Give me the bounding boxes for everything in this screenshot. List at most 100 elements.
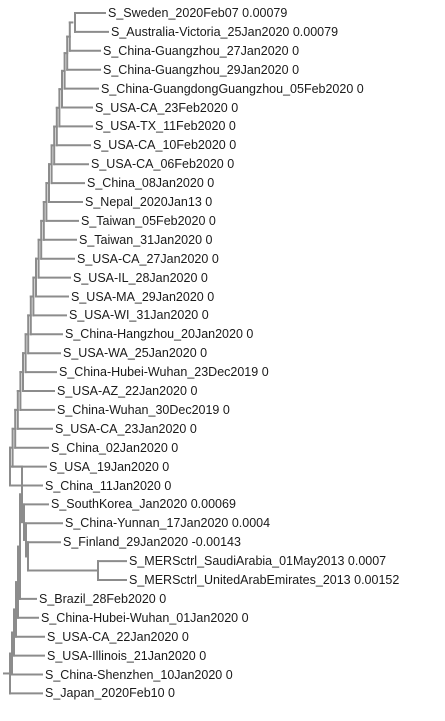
leaf-label: S_USA-WI_31Jan2020 0 bbox=[69, 308, 209, 322]
leaf-name: S_MERSctrl_SaudiArabia_01May2013 bbox=[129, 554, 345, 569]
leaf-value: 0.0004 bbox=[231, 516, 271, 531]
leaf-name: S_China-Shenzhen_10Jan2020 bbox=[45, 667, 223, 682]
leaf-label: S_USA-IL_28Jan2020 0 bbox=[73, 271, 208, 285]
leaf-label: S_Finland_29Jan2020 -0.00143 bbox=[63, 535, 241, 549]
leaf-name: S_USA-MA_29Jan2020 bbox=[71, 289, 204, 304]
leaf-value: 0.00079 bbox=[292, 24, 339, 39]
leaf-label: S_China_02Jan2020 0 bbox=[51, 441, 178, 455]
leaf-value: 0 bbox=[199, 648, 207, 663]
leaf-label: S_USA-TX_11Feb2020 0 bbox=[95, 119, 236, 133]
leaf-name: S_USA_19Jan2020 bbox=[49, 459, 159, 474]
leaf-name: S_USA-CA_22Jan2020 bbox=[47, 629, 179, 644]
leaf-value: 0.00079 bbox=[242, 6, 288, 20]
leaf-value: 0 bbox=[200, 270, 208, 285]
leaf-name: S_China-Hubei-Wuhan_23Dec2019 bbox=[59, 365, 259, 380]
leaf-value: 0 bbox=[228, 119, 236, 134]
leaf-value: 0 bbox=[208, 213, 216, 228]
leaf-label: S_Japan_2020Feb10 0 bbox=[45, 686, 175, 700]
leaf-label: S_USA-CA_27Jan2020 0 bbox=[77, 252, 219, 266]
leaf-value: 0 bbox=[171, 440, 179, 455]
leaf-name: S_USA-TX_11Feb2020 bbox=[95, 119, 226, 134]
leaf-value: 0 bbox=[201, 308, 209, 323]
leaf-value: 0 bbox=[205, 232, 213, 247]
leaf-label: S_China_08Jan2020 0 bbox=[87, 176, 214, 190]
leaf-name: S_Brazil_28Feb2020 bbox=[39, 591, 156, 606]
leaf-label: S_USA-CA_23Jan2020 0 bbox=[55, 422, 197, 436]
leaf-value: 0 bbox=[207, 176, 215, 191]
leaf-label: S_USA-CA_23Feb2020 0 bbox=[95, 101, 238, 115]
leaf-value: 0.00069 bbox=[190, 497, 236, 512]
leaf-label: S_China-Hubei-Wuhan_23Dec2019 0 bbox=[59, 365, 269, 379]
leaf-value: 0.00152 bbox=[354, 573, 400, 587]
leaf-label: S_SouthKorea_Jan2020 0.00069 bbox=[51, 497, 236, 511]
leaf-value: 0 bbox=[292, 62, 300, 77]
leaf-value: 0 bbox=[356, 81, 364, 96]
leaf-label: S_USA-CA_22Jan2020 0 bbox=[47, 630, 189, 644]
leaf-label: S_USA_19Jan2020 0 bbox=[49, 460, 169, 474]
leaf-name: S_China-GuangdongGuangzhou_05Feb2020 bbox=[101, 81, 354, 96]
leaf-name: S_China-Yunnan_17Jan2020 bbox=[65, 516, 229, 531]
leaf-label: S_USA-CA_06Feb2020 0 bbox=[91, 157, 234, 171]
leaf-name: S_Sweden_2020Feb07 bbox=[108, 6, 239, 20]
leaf-label: S_Taiwan_05Feb2020 0 bbox=[81, 214, 216, 228]
leaf-value: 0 bbox=[211, 251, 219, 266]
leaf-value: -0.00143 bbox=[191, 535, 241, 550]
leaf-value: 0 bbox=[222, 402, 230, 417]
leaf-label: S_China-Guangzhou_27Jan2020 0 bbox=[103, 44, 299, 58]
leaf-name: S_China_08Jan2020 bbox=[87, 176, 204, 191]
leaf-value: 0 bbox=[241, 610, 249, 625]
leaf-value: 0 bbox=[205, 195, 213, 209]
leaf-label: S_China-Guangzhou_29Jan2020 0 bbox=[103, 63, 299, 77]
leaf-label: S_Australia-Victoria_25Jan2020 0.00079 bbox=[111, 25, 338, 39]
leaf-name: S_USA-CA_10Feb2020 bbox=[93, 138, 226, 153]
leaf-label: S_Sweden_2020Feb07 0.00079 bbox=[108, 6, 287, 20]
leaf-label: S_USA-AZ_22Jan2020 0 bbox=[57, 384, 197, 398]
leaf-label: S_Brazil_28Feb2020 0 bbox=[39, 592, 166, 606]
leaf-label: S_China_11Jan2020 0 bbox=[45, 479, 171, 493]
leaf-value: 0 bbox=[261, 365, 269, 380]
leaf-value: 0 bbox=[162, 459, 170, 474]
leaf-name: S_Finland_29Jan2020 bbox=[63, 535, 189, 550]
leaf-value: 0.0007 bbox=[347, 554, 387, 569]
leaf-name: S_Taiwan_31Jan2020 bbox=[79, 232, 203, 247]
leaf-label: S_USA-WA_25Jan2020 0 bbox=[63, 346, 207, 360]
leaf-value: 0 bbox=[227, 157, 235, 172]
leaf-name: S_Japan_2020Feb10 bbox=[45, 686, 165, 701]
leaf-value: 0 bbox=[159, 591, 167, 606]
leaf-label: S_Nepal_2020Jan13 0 bbox=[85, 195, 212, 209]
leaf-value: 0 bbox=[168, 686, 175, 701]
leaf-label: S_USA-MA_29Jan2020 0 bbox=[71, 290, 214, 304]
leaf-name: S_China_02Jan2020 bbox=[51, 440, 168, 455]
leaf-value: 0 bbox=[164, 478, 172, 493]
leaf-name: S_USA-CA_23Jan2020 bbox=[55, 421, 187, 436]
leaf-name: S_Taiwan_05Feb2020 bbox=[81, 213, 206, 228]
leaf-value: 0 bbox=[246, 327, 254, 342]
leaf-name: S_USA-WI_31Jan2020 bbox=[69, 308, 199, 323]
leaf-label: S_China-Hubei-Wuhan_01Jan2020 0 bbox=[41, 611, 249, 625]
leaf-name: S_USA-CA_23Feb2020 bbox=[95, 100, 228, 115]
leaf-value: 0 bbox=[189, 421, 197, 436]
leaf-value: 0 bbox=[225, 667, 233, 682]
leaf-name: S_China-Wuhan_30Dec2019 bbox=[57, 402, 220, 417]
leaf-label: S_China-Wuhan_30Dec2019 0 bbox=[57, 403, 230, 417]
leaf-label: S_MERSctrl_SaudiArabia_01May2013 0.0007 bbox=[129, 554, 386, 568]
leaf-name: S_China-Guangzhou_29Jan2020 bbox=[103, 62, 289, 77]
leaf-value: 0 bbox=[231, 100, 239, 115]
leaf-name: S_USA-CA_06Feb2020 bbox=[91, 157, 224, 172]
leaf-name: S_China_11Jan2020 bbox=[45, 478, 161, 493]
leaf-name: S_China-Hangzhou_20Jan2020 bbox=[65, 327, 243, 342]
leaf-value: 0 bbox=[229, 138, 237, 153]
leaf-value: 0 bbox=[181, 629, 189, 644]
leaf-label: S_China-GuangdongGuangzhou_05Feb2020 0 bbox=[101, 82, 364, 96]
leaf-name: S_USA-Illinois_21Jan2020 bbox=[47, 648, 196, 663]
leaf-name: S_Nepal_2020Jan13 bbox=[85, 195, 202, 209]
leaf-label: S_Taiwan_31Jan2020 0 bbox=[79, 233, 212, 247]
leaf-value: 0 bbox=[200, 346, 208, 361]
leaf-name: S_SouthKorea_Jan2020 bbox=[51, 497, 188, 512]
leaf-name: S_Australia-Victoria_25Jan2020 bbox=[111, 24, 290, 39]
leaf-label: S_USA-CA_10Feb2020 0 bbox=[93, 138, 236, 152]
leaf-name: S_China-Hubei-Wuhan_01Jan2020 bbox=[41, 610, 239, 625]
leaf-value: 0 bbox=[207, 289, 215, 304]
